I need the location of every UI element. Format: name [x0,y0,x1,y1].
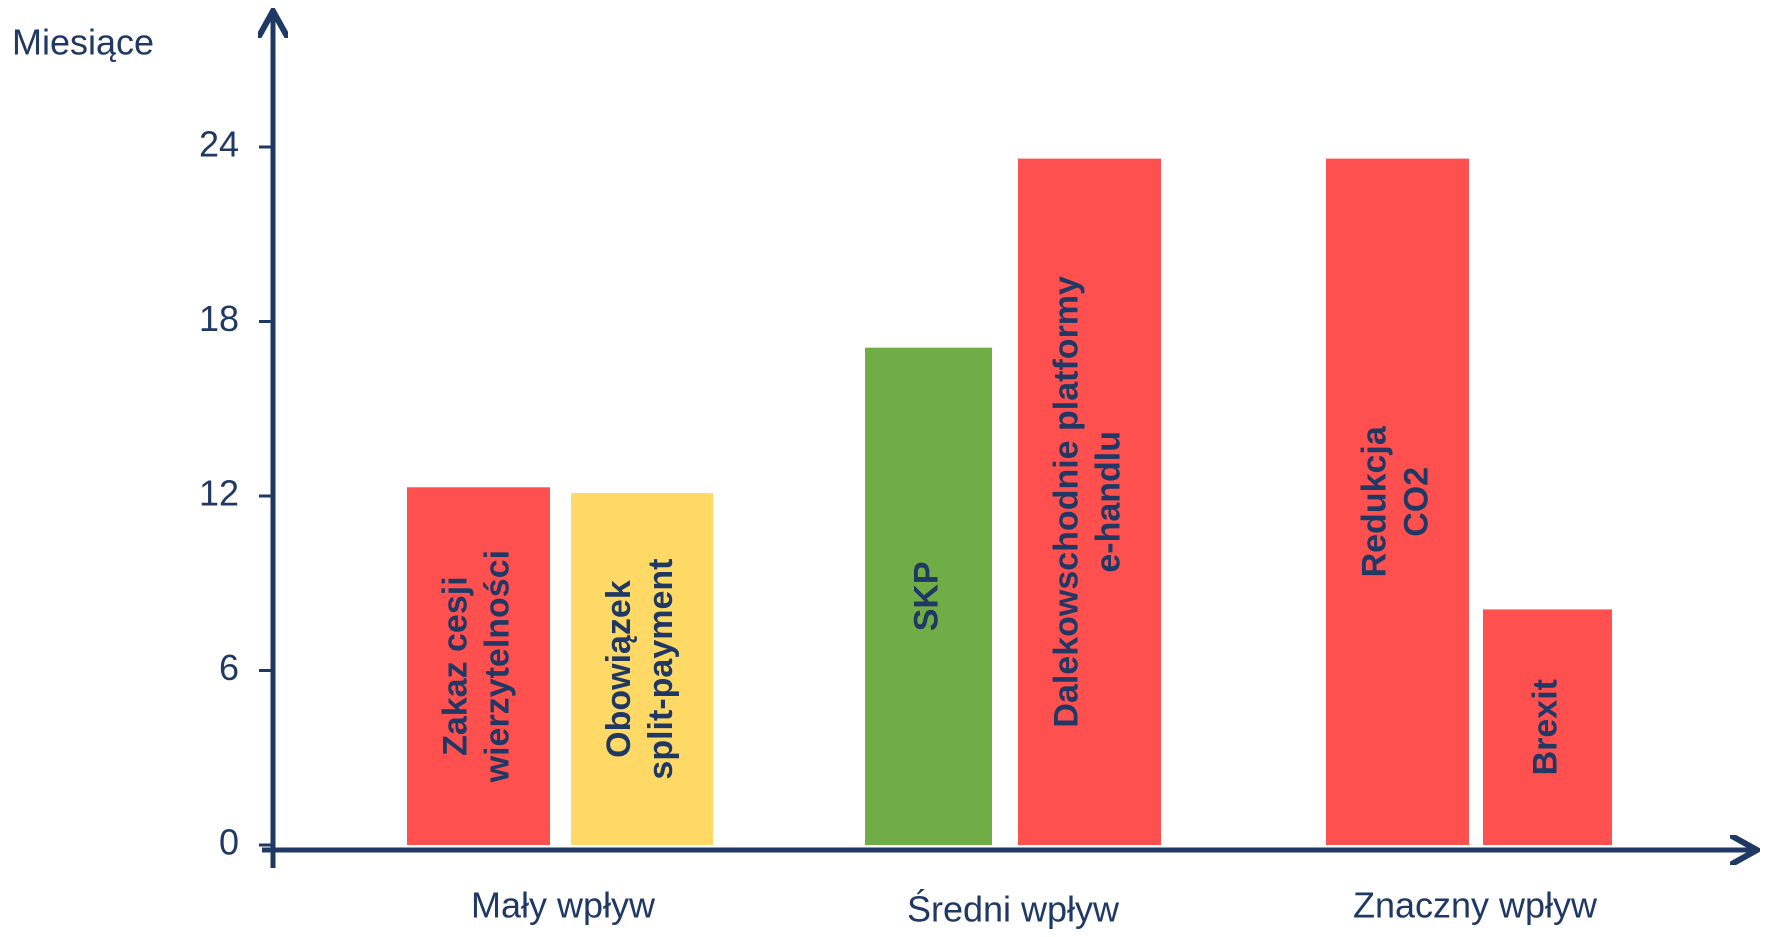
bar [865,347,992,845]
bar-label: wierzytelności [478,550,516,783]
bar-label: Redukcja [1355,425,1393,577]
bar-label: e-handlu [1089,431,1127,573]
bar [571,493,713,845]
bar [1483,609,1612,845]
y-tick-label: 0 [219,822,239,863]
bar-label: Zakaz cesji [436,576,474,756]
bar-label: SKP [907,561,945,631]
y-tick-label: 12 [199,473,239,514]
bar-label: Brexit [1526,679,1564,775]
bar-label: CO2 [1397,467,1435,537]
y-tick-label: 18 [199,298,239,339]
bar-label: split-payment [642,559,680,780]
y-tick-label: 24 [199,124,239,165]
bar [407,487,550,845]
group-label: Znaczny wpływ [1353,885,1598,926]
group-label: Mały wpływ [471,885,656,926]
bar [1326,158,1469,846]
bar-label: Dalekowschodnie platformy [1047,276,1085,728]
y-tick-label: 6 [219,647,239,688]
bar [1018,158,1161,846]
group-label: Średni wpływ [907,888,1120,930]
bar-label: Obowiązek [600,580,638,758]
y-axis-label: Miesiące [12,22,154,63]
